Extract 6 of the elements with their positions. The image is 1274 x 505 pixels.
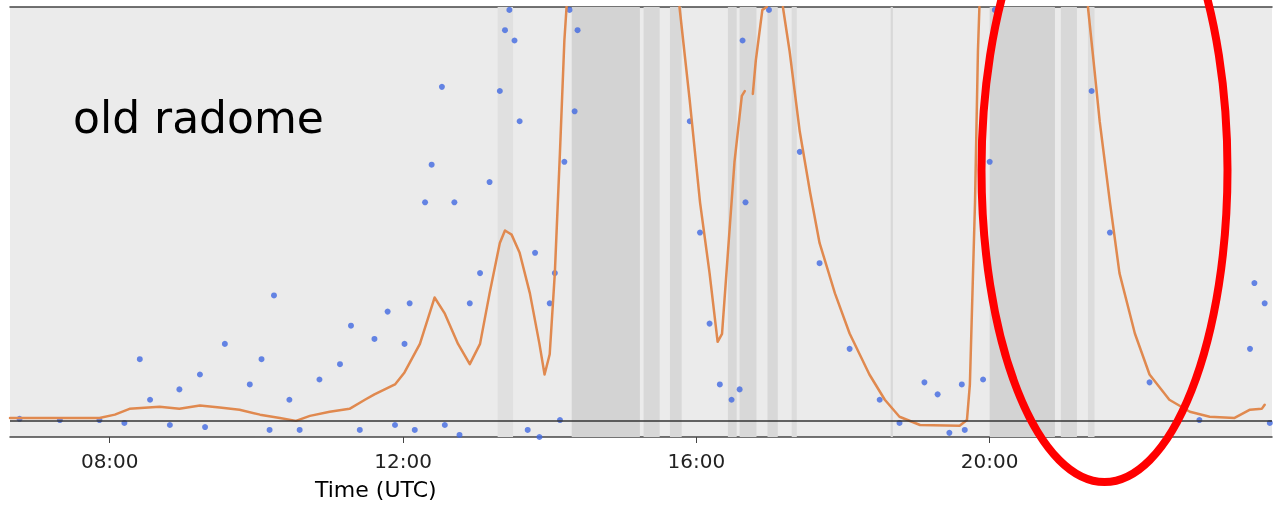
annotation: old radome — [73, 91, 324, 143]
x-tick-label: 12:00 — [374, 449, 432, 473]
x-tick-label: 08:00 — [80, 449, 139, 473]
x-tick-label: 20:00 — [960, 449, 1019, 473]
x-tick-label: 16:00 — [667, 449, 726, 473]
x-axis-title: Time (UTC) — [314, 476, 437, 502]
